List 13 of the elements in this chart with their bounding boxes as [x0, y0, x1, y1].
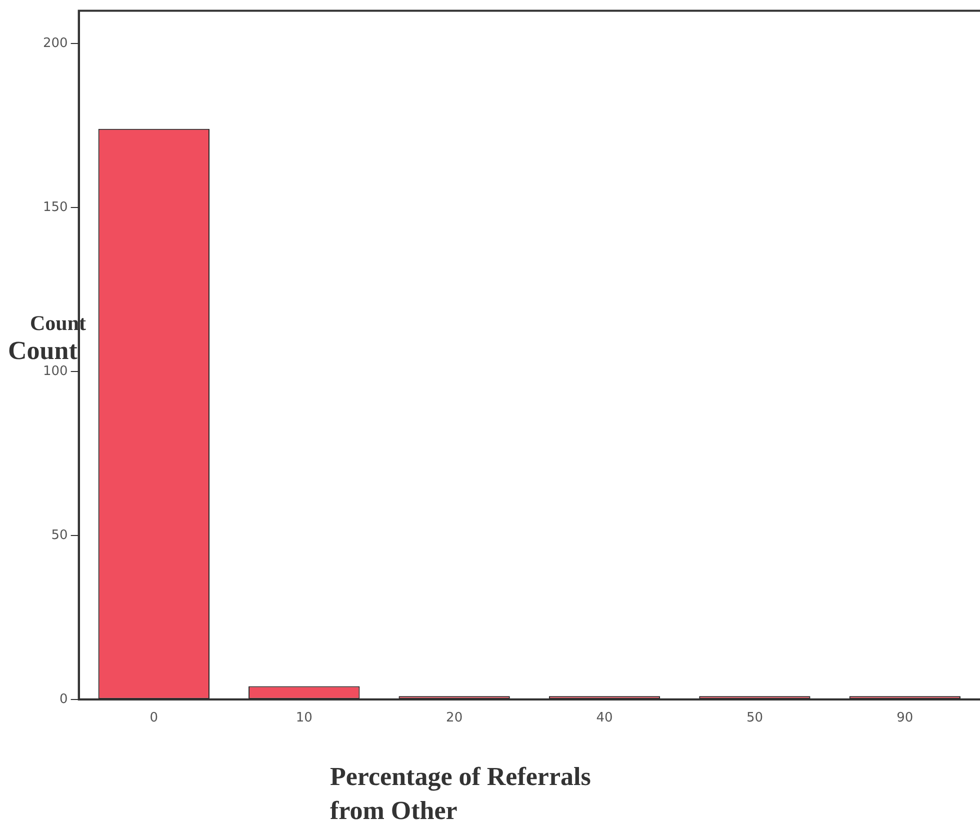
y-tick-label: 150 — [42, 200, 68, 215]
x-axis-title: Percentage of Referrals from Other — [330, 761, 592, 827]
y-tick-label: 100 — [42, 364, 68, 379]
x-tick-label: 0 — [150, 710, 158, 726]
y-axis-title: Count — [8, 336, 78, 365]
y-tick-label: 0 — [60, 692, 68, 707]
y-tick-label: 50 — [51, 528, 68, 543]
x-tick-label: 40 — [596, 710, 613, 726]
x-tick-label: 10 — [296, 710, 312, 726]
x-tick-label: 20 — [446, 710, 463, 726]
x-tick-label: 50 — [746, 710, 763, 726]
x-tick-label: 90 — [896, 710, 914, 726]
y-tick-label: 200 — [42, 36, 68, 51]
